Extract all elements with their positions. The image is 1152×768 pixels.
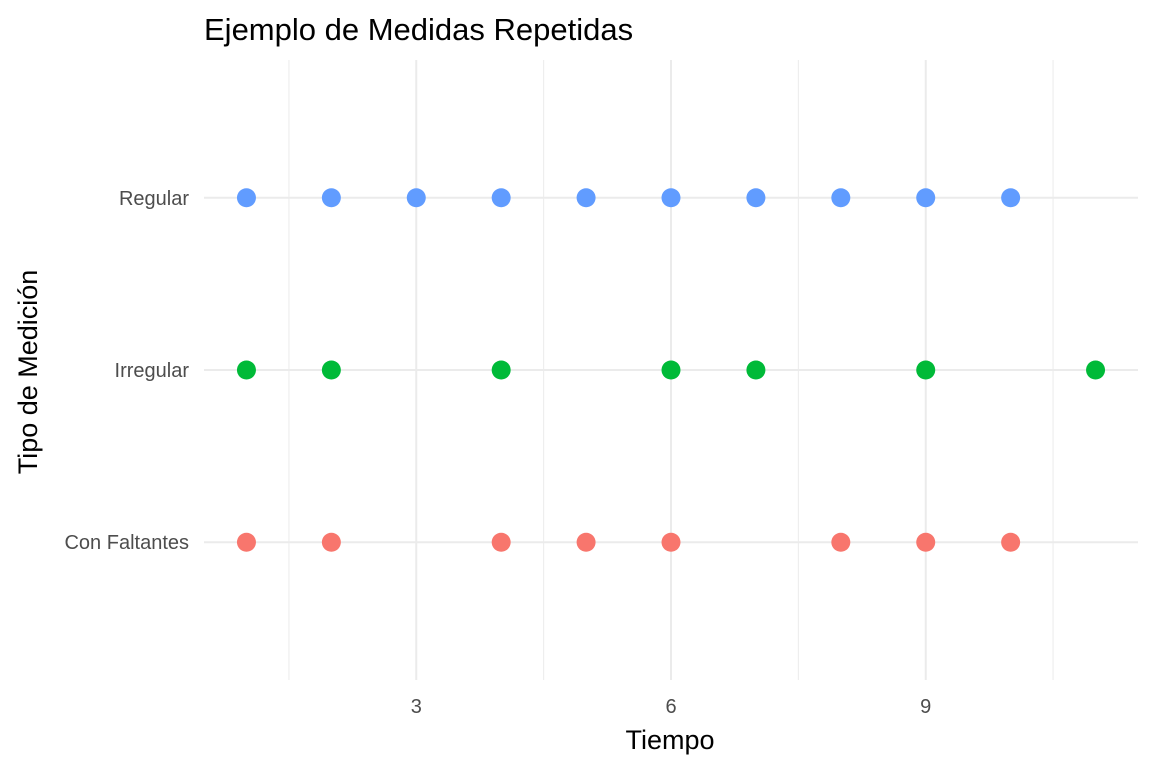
- y-axis-title: Tipo de Medición: [13, 270, 43, 475]
- data-point: [1001, 532, 1021, 552]
- data-point: [491, 532, 511, 552]
- data-point: [916, 188, 936, 208]
- data-point: [746, 360, 766, 380]
- data-point: [916, 360, 936, 380]
- data-point: [236, 532, 256, 552]
- data-point: [321, 188, 341, 208]
- data-point: [831, 188, 851, 208]
- data-point: [661, 360, 681, 380]
- y-axis-ticks: Con Faltantes Irregular Regular: [64, 188, 189, 554]
- data-point: [831, 532, 851, 552]
- x-axis-title: Tiempo: [625, 725, 714, 755]
- y-tick-label: Regular: [119, 188, 189, 210]
- data-point: [491, 188, 511, 208]
- chart-title: Ejemplo de Medidas Repetidas: [204, 12, 633, 47]
- x-tick-label: 3: [411, 696, 422, 718]
- data-point: [321, 532, 341, 552]
- y-tick-label: Con Faltantes: [64, 532, 189, 554]
- data-point: [491, 360, 511, 380]
- x-axis-ticks: 3 6 9: [411, 696, 932, 718]
- data-point: [1086, 360, 1106, 380]
- data-point: [746, 188, 766, 208]
- data-point: [916, 532, 936, 552]
- data-point: [406, 188, 426, 208]
- x-tick-label: 6: [665, 696, 676, 718]
- y-tick-label: Irregular: [115, 360, 190, 382]
- data-point: [661, 532, 681, 552]
- data-point: [661, 188, 681, 208]
- data-point: [576, 532, 596, 552]
- data-point: [236, 360, 256, 380]
- data-point: [321, 360, 341, 380]
- data-points: [236, 188, 1106, 552]
- x-tick-label: 9: [920, 696, 931, 718]
- data-point: [236, 188, 256, 208]
- data-point: [576, 188, 596, 208]
- data-point: [1001, 188, 1021, 208]
